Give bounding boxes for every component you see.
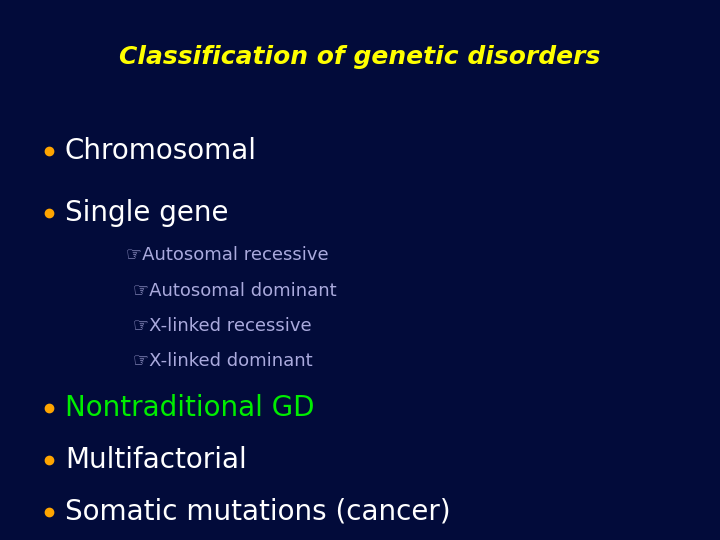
Text: ☞X-linked dominant: ☞X-linked dominant [133,352,312,370]
Text: Nontraditional GD: Nontraditional GD [65,394,315,422]
Text: Somatic mutations (cancer): Somatic mutations (cancer) [65,498,451,526]
Text: ☞Autosomal recessive: ☞Autosomal recessive [126,246,328,264]
Text: ☞X-linked recessive: ☞X-linked recessive [133,317,312,335]
Text: Multifactorial: Multifactorial [65,446,246,474]
Text: ☞Autosomal dominant: ☞Autosomal dominant [133,281,337,300]
Text: Chromosomal: Chromosomal [65,137,257,165]
Text: Classification of genetic disorders: Classification of genetic disorders [120,45,600,69]
Text: Single gene: Single gene [65,199,228,227]
